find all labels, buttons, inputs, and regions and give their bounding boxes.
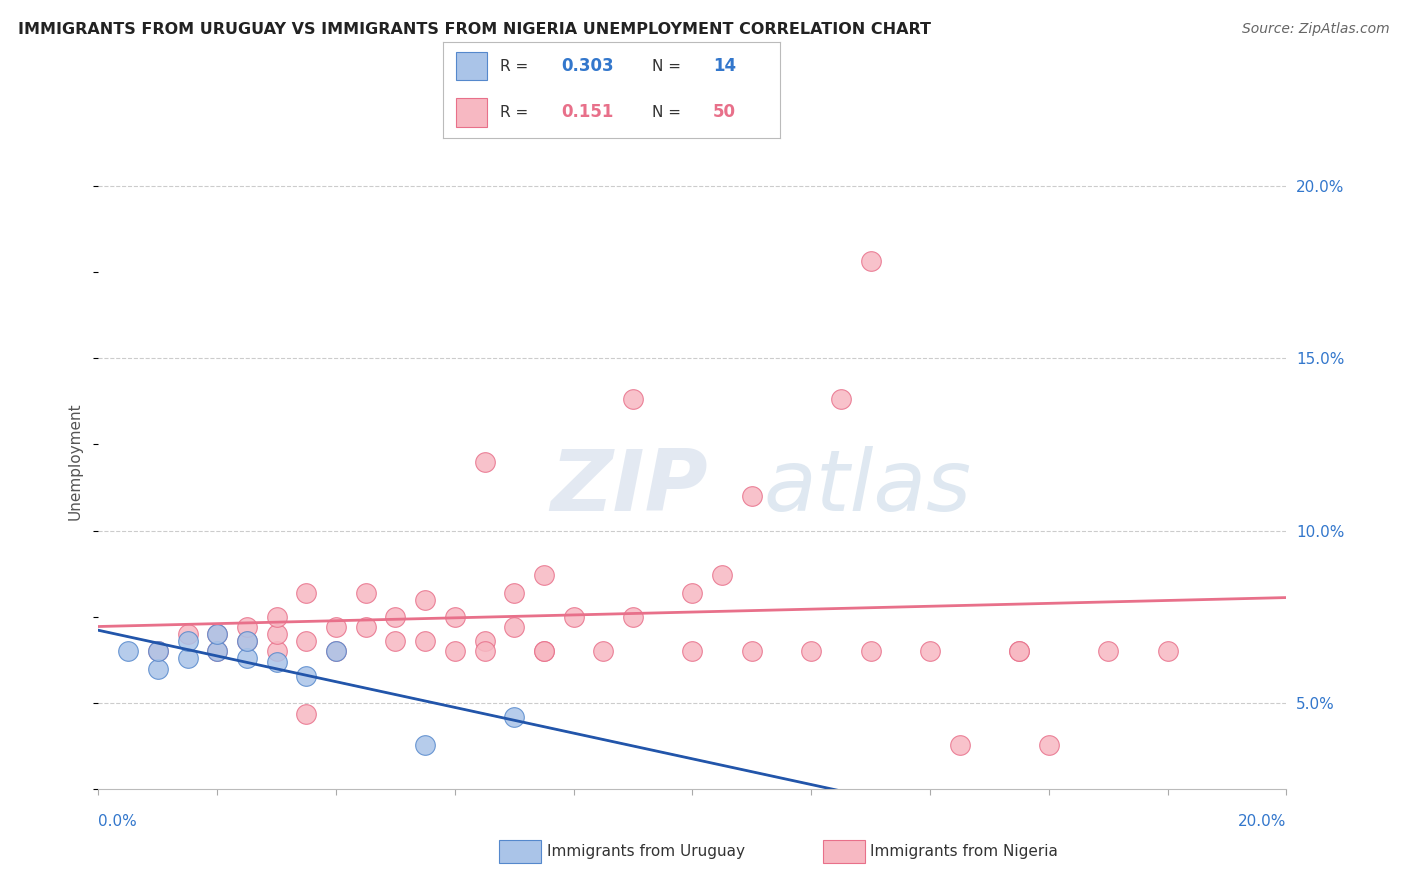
Point: [533, 644, 555, 658]
Text: 0.303: 0.303: [561, 57, 613, 75]
Point: [533, 568, 555, 582]
Point: [503, 620, 526, 634]
Point: [413, 738, 436, 752]
Point: [1097, 644, 1119, 658]
Point: [621, 392, 644, 407]
Point: [830, 392, 852, 407]
Point: [474, 634, 496, 648]
Text: atlas: atlas: [763, 446, 972, 529]
Point: [621, 610, 644, 624]
Point: [325, 620, 347, 634]
Point: [295, 706, 318, 721]
Text: 50: 50: [713, 103, 735, 121]
Text: Immigrants from Uruguay: Immigrants from Uruguay: [547, 845, 745, 859]
Point: [295, 668, 318, 682]
Point: [413, 592, 436, 607]
Point: [800, 644, 823, 658]
Point: [592, 644, 614, 658]
Point: [266, 644, 288, 658]
Text: N =: N =: [652, 104, 681, 120]
Bar: [457, 52, 486, 80]
Point: [741, 644, 763, 658]
Point: [176, 634, 198, 648]
Point: [384, 634, 406, 648]
Point: [266, 627, 288, 641]
Text: Source: ZipAtlas.com: Source: ZipAtlas.com: [1241, 22, 1389, 37]
Point: [503, 586, 526, 600]
Point: [920, 644, 942, 658]
Point: [295, 634, 318, 648]
Point: [236, 651, 259, 665]
Point: [207, 627, 229, 641]
Text: N =: N =: [652, 59, 681, 73]
Point: [562, 610, 585, 624]
Text: 0.151: 0.151: [561, 103, 613, 121]
Text: 20.0%: 20.0%: [1239, 814, 1286, 829]
Point: [176, 627, 198, 641]
Point: [711, 568, 734, 582]
Point: [236, 634, 259, 648]
Point: [413, 634, 436, 648]
Text: R =: R =: [501, 59, 529, 73]
Point: [682, 586, 704, 600]
Text: R =: R =: [501, 104, 529, 120]
Point: [443, 610, 465, 624]
Text: IMMIGRANTS FROM URUGUAY VS IMMIGRANTS FROM NIGERIA UNEMPLOYMENT CORRELATION CHAR: IMMIGRANTS FROM URUGUAY VS IMMIGRANTS FR…: [18, 22, 931, 37]
Point: [474, 455, 496, 469]
Point: [236, 634, 259, 648]
Point: [354, 620, 377, 634]
Point: [325, 644, 347, 658]
Point: [1038, 738, 1060, 752]
Point: [1156, 644, 1178, 658]
Point: [1008, 644, 1031, 658]
Text: 14: 14: [713, 57, 735, 75]
Point: [207, 644, 229, 658]
Point: [533, 644, 555, 658]
Point: [949, 738, 972, 752]
Point: [295, 586, 318, 600]
Bar: [457, 98, 486, 127]
Text: 0.0%: 0.0%: [98, 814, 138, 829]
Point: [146, 644, 169, 658]
Y-axis label: Unemployment: Unemployment: [67, 403, 83, 520]
Point: [741, 489, 763, 503]
Text: ZIP: ZIP: [550, 446, 707, 529]
Point: [503, 710, 526, 724]
Point: [325, 644, 347, 658]
Point: [266, 655, 288, 669]
Point: [859, 254, 882, 268]
Point: [384, 610, 406, 624]
Point: [117, 644, 139, 658]
Point: [207, 644, 229, 658]
Point: [266, 610, 288, 624]
Point: [1008, 644, 1031, 658]
Point: [207, 627, 229, 641]
Point: [146, 644, 169, 658]
Point: [146, 662, 169, 676]
Point: [236, 620, 259, 634]
Point: [474, 644, 496, 658]
Point: [443, 644, 465, 658]
Point: [176, 651, 198, 665]
Point: [859, 644, 882, 658]
Point: [354, 586, 377, 600]
Point: [682, 644, 704, 658]
Text: Immigrants from Nigeria: Immigrants from Nigeria: [870, 845, 1059, 859]
